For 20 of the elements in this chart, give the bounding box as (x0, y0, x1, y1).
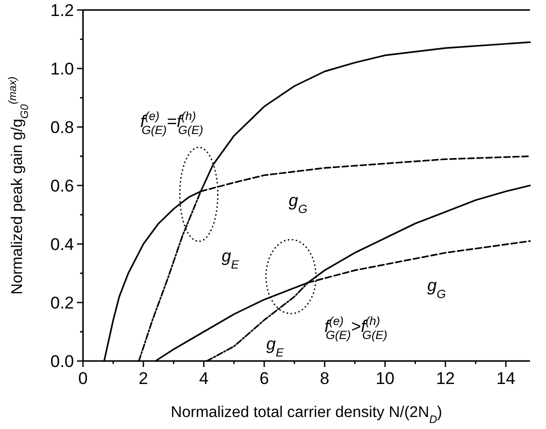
annotation: g$_{E}$ (222, 246, 240, 272)
x-tick-label: 8 (320, 369, 330, 388)
x-tick-label: 6 (259, 369, 269, 388)
y-tick-label: 0.8 (50, 118, 74, 137)
y-tick-label: 0.6 (50, 176, 74, 196)
annotation: g$_{G}$ (288, 190, 308, 216)
x-tick-label: 14 (496, 369, 516, 388)
y-tick-label: 0.2 (50, 294, 74, 312)
y-tick-label: 1.0 (50, 60, 74, 78)
x-tick-label: 0 (78, 369, 88, 388)
x-tick-label: 4 (199, 369, 209, 388)
x-axis-title: Normalized total carrier density N/(2N$_{D}$) (170, 404, 442, 426)
x-tick-label: 10 (376, 369, 394, 388)
y-tick-label: 0.4 (50, 235, 74, 254)
annotation: g$_{G}$ (427, 276, 446, 301)
x-tick-label: 2 (138, 369, 148, 388)
y-tick-label: 0.0 (50, 352, 74, 371)
annotation: g$_{E}$ (266, 334, 285, 360)
x-tick-label: 12 (436, 369, 455, 388)
y-tick-label: 1.2 (50, 1, 74, 20)
